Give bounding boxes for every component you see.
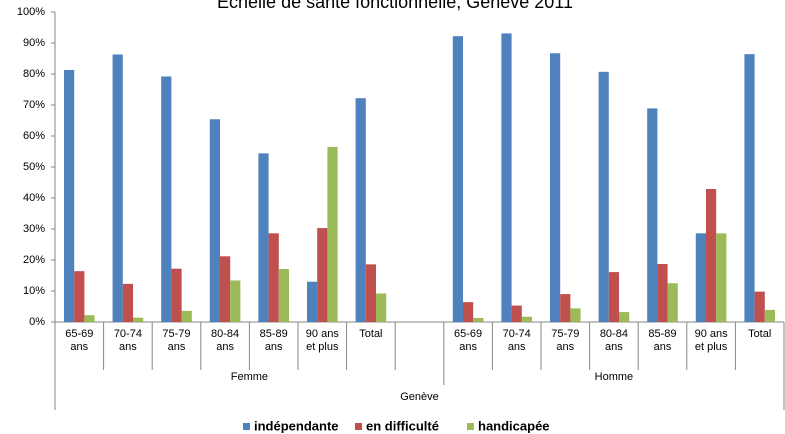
bar — [744, 54, 755, 322]
x-tick-label: Total — [359, 328, 383, 340]
bar — [764, 309, 776, 322]
x-tick-label: 65-69 ans — [65, 328, 94, 353]
y-tick-label: 100% — [17, 6, 45, 18]
x-tick-label: 85-89 ans — [648, 328, 677, 353]
bar — [560, 294, 571, 322]
bar — [511, 305, 522, 322]
bar — [657, 264, 668, 322]
bar — [63, 69, 75, 322]
bar — [171, 268, 182, 322]
bar — [181, 310, 192, 322]
bar — [647, 108, 658, 322]
y-tick-label: 40% — [23, 192, 45, 204]
x-tick-label: 85-89 ans — [259, 328, 288, 353]
bar — [133, 317, 144, 322]
x-tick-label: 90 ans et plus — [694, 328, 728, 353]
bar — [230, 280, 241, 322]
y-tick-label: 80% — [23, 68, 45, 80]
x-tick-label: 80-84 ans — [599, 328, 628, 353]
bar — [376, 293, 387, 322]
bar — [317, 228, 328, 322]
y-tick-label: 30% — [23, 223, 45, 235]
y-tick-label: 90% — [23, 37, 45, 49]
bar — [521, 316, 533, 322]
x-tick-label: 70-74 ans — [502, 328, 531, 353]
x-tick-label: 70-74 ans — [113, 328, 142, 353]
legend-swatch — [467, 423, 474, 430]
bar — [473, 317, 484, 322]
y-tick-label: 60% — [23, 130, 45, 142]
bar — [219, 256, 231, 322]
outer-group-label: Genève — [400, 391, 439, 403]
legend-swatch — [243, 423, 250, 430]
x-tick-label: 80-84 ans — [211, 328, 240, 353]
legend-label: indépendante — [254, 418, 339, 433]
bar — [355, 98, 366, 323]
bar — [695, 233, 706, 322]
bar — [268, 233, 279, 322]
bar — [754, 291, 765, 322]
bar — [278, 268, 290, 322]
bar — [306, 281, 318, 322]
group-label: Femme — [231, 371, 268, 383]
x-tick-label: 75-79 ans — [551, 328, 580, 353]
bar — [549, 53, 561, 322]
y-tick-label: 70% — [23, 99, 45, 111]
bar — [705, 189, 717, 322]
legend-label: en difficulté — [366, 418, 439, 433]
y-tick-label: 20% — [23, 254, 45, 266]
bar — [161, 76, 172, 322]
bar — [327, 146, 338, 322]
bar — [598, 71, 609, 322]
y-tick-label: 0% — [29, 316, 45, 328]
bar — [619, 312, 630, 322]
bar — [258, 153, 269, 322]
y-tick-label: 10% — [23, 285, 45, 297]
bar — [501, 33, 512, 322]
bar — [122, 283, 134, 322]
bar — [74, 271, 85, 322]
legend-label: handicapée — [478, 418, 550, 433]
bar — [716, 233, 727, 322]
bar — [112, 54, 123, 322]
bar — [452, 36, 463, 323]
x-tick-label: 75-79 ans — [162, 328, 191, 353]
x-tick-label: Total — [748, 328, 772, 340]
bar — [608, 272, 620, 322]
group-label: Homme — [595, 371, 634, 383]
legend-swatch — [355, 423, 362, 430]
x-tick-label: 90 ans et plus — [305, 328, 339, 353]
y-tick-label: 50% — [23, 161, 45, 173]
bar — [84, 315, 95, 322]
bar — [365, 264, 377, 322]
bar — [209, 119, 220, 322]
bar — [667, 283, 678, 322]
chart-title: Echelle de santé fonctionnelle, Genève 2… — [217, 0, 573, 12]
bar — [462, 302, 474, 322]
x-tick-label: 65-69 ans — [454, 328, 483, 353]
bar — [570, 308, 581, 322]
